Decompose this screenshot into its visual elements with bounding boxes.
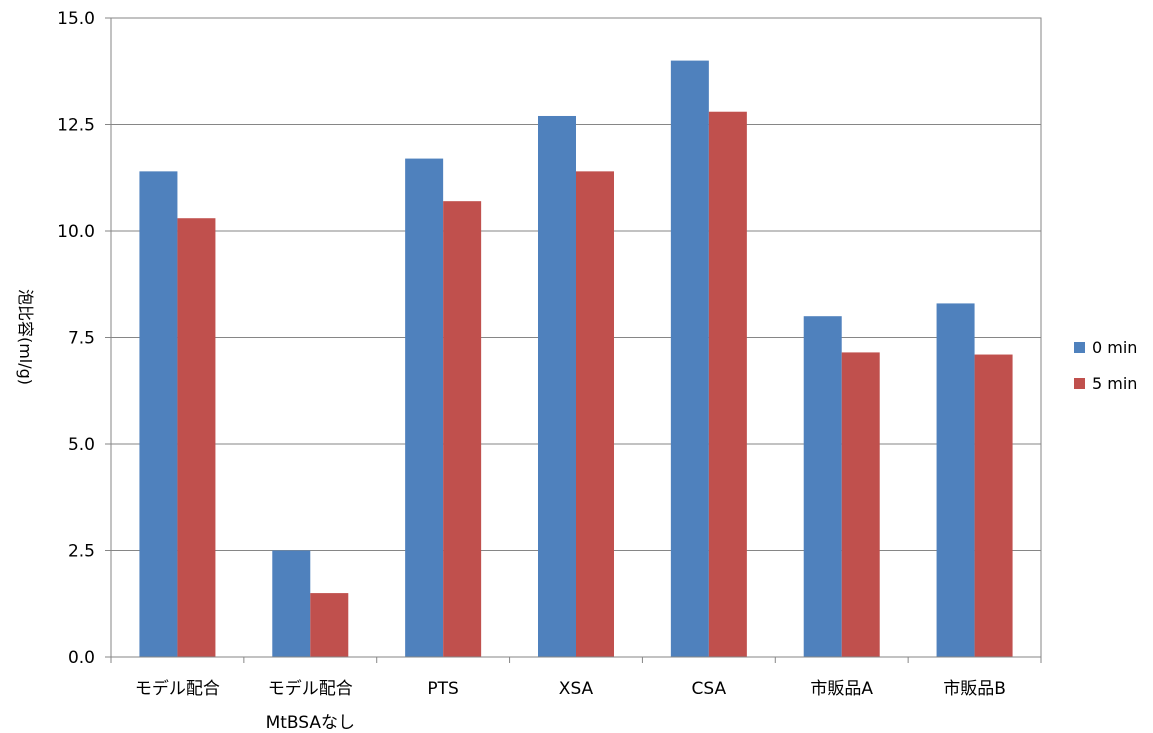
bar-5-min-1	[310, 593, 349, 657]
y-tick-label: 5.0	[68, 435, 95, 455]
y-tick-label: 7.5	[68, 329, 95, 349]
bar-5-min-5	[841, 352, 880, 657]
bar-0-min-3	[538, 115, 576, 658]
y-axis-label: 泡比容(ml/g)	[16, 289, 35, 385]
x-category-label: モデル配合	[135, 678, 220, 699]
x-category-labels: モデル配合 モデル配合 MtBSAなし PTS XSA CSA 市販品A 市販品B	[135, 678, 1006, 733]
bar-0-min-5	[803, 316, 842, 657]
x-category-label: PTS	[427, 679, 458, 699]
legend: 0 min 5 min	[1074, 338, 1137, 393]
y-tick-label: 0.0	[68, 648, 95, 668]
bar-5-min-2	[443, 201, 482, 657]
bar-0-min-6	[936, 303, 975, 657]
x-category-label: 市販品A	[810, 679, 873, 699]
legend-swatch	[1074, 378, 1085, 389]
y-tick-label: 15.0	[57, 9, 95, 29]
x-category-label: モデル配合	[268, 678, 353, 699]
bar-5-min-0	[177, 218, 216, 657]
y-tick-label: 2.5	[68, 542, 95, 562]
bar-0-min-2	[405, 158, 444, 657]
y-tick-label: 10.0	[57, 222, 95, 242]
x-category-label: 市販品B	[943, 679, 1006, 699]
y-tick-label: 12.5	[57, 116, 95, 136]
legend-label: 5 min	[1092, 374, 1137, 393]
bar-5-min-3	[576, 171, 614, 658]
bar-0-min-0	[139, 171, 178, 658]
axes	[105, 17, 1042, 663]
legend-swatch	[1074, 342, 1085, 353]
bar-5-min-4	[708, 111, 747, 658]
x-category-label: MtBSAなし	[266, 713, 355, 733]
bars	[139, 60, 1013, 658]
bar-0-min-1	[272, 550, 311, 657]
y-tick-labels: 0.0 2.5 5.0 7.5 10.0 12.5 15.0	[57, 9, 95, 668]
bar-0-min-4	[670, 60, 709, 658]
x-category-label: XSA	[559, 679, 594, 699]
bar-5-min-6	[974, 354, 1013, 657]
legend-label: 0 min	[1092, 338, 1137, 357]
x-category-label: CSA	[692, 679, 727, 699]
